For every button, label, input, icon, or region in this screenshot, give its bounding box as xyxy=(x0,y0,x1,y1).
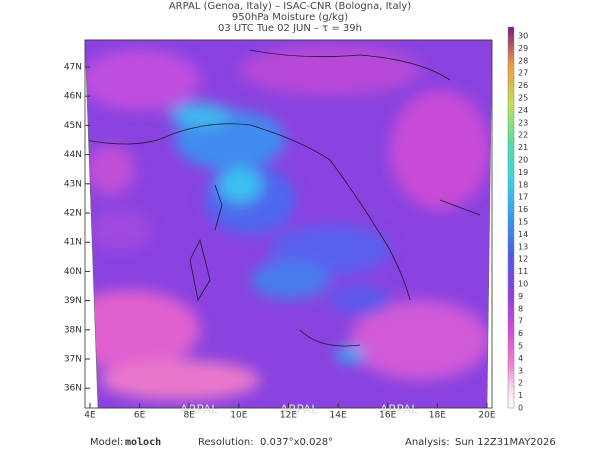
lat-label: 39N xyxy=(64,296,82,306)
lon-label: 8E xyxy=(184,411,196,421)
watermark: ARPAL xyxy=(280,403,318,417)
footer-label: Model: xyxy=(90,437,123,448)
lon-label: 18E xyxy=(429,411,446,421)
colorbar-label: 8 xyxy=(518,304,523,313)
footer-value: Sun 12Z31MAY2026 xyxy=(455,437,556,448)
footer-label: Analysis: xyxy=(405,437,450,448)
colorbar-label: 10 xyxy=(518,280,528,289)
lat-label: 41N xyxy=(64,238,82,248)
lat-label: 37N xyxy=(64,355,82,365)
lon-label: 12E xyxy=(280,411,297,421)
colorbar-label: 1 xyxy=(518,391,523,400)
lon-label: 4E xyxy=(84,411,96,421)
header-line: 950hPa Moisture (g/kg) xyxy=(232,12,348,23)
watermark: ARPAL xyxy=(380,403,418,417)
colorbar-label: 3 xyxy=(518,366,523,375)
lat-label: 47N xyxy=(64,63,82,73)
colorbar-label: 25 xyxy=(518,94,528,103)
colorbar-label: 11 xyxy=(518,267,528,276)
colorbar-label: 12 xyxy=(518,255,528,264)
colorbar-label: 4 xyxy=(518,354,523,363)
colorbar-label: 15 xyxy=(518,218,528,227)
colorbar-label: 22 xyxy=(518,131,528,140)
colorbar-label: 18 xyxy=(518,180,528,189)
lat-label: 42N xyxy=(64,209,82,219)
colorbar-label: 9 xyxy=(518,292,523,301)
lat-label: 36N xyxy=(64,384,82,394)
colorbar-label: 29 xyxy=(518,44,528,53)
colorbar-label: 0 xyxy=(518,404,523,413)
colorbar-label: 19 xyxy=(518,168,528,177)
lat-label: 43N xyxy=(64,179,82,189)
colorbar-label: 30 xyxy=(518,32,528,41)
lon-label: 14E xyxy=(330,411,347,421)
lat-label: 45N xyxy=(64,121,82,131)
colorbar-label: 6 xyxy=(518,329,523,338)
colorbar-label: 27 xyxy=(518,69,528,78)
footer-label: Resolution: xyxy=(198,437,254,448)
moisture-field xyxy=(85,40,492,408)
colorbar-label: 24 xyxy=(518,106,528,115)
colorbar-label: 21 xyxy=(518,143,528,152)
colorbar-label: 5 xyxy=(518,342,523,351)
colorbar-label: 14 xyxy=(518,230,528,239)
colorbar-label: 7 xyxy=(518,317,523,326)
colorbar-label: 26 xyxy=(518,81,528,90)
lon-label: 16E xyxy=(379,411,396,421)
colorbar xyxy=(507,26,515,409)
lat-label: 46N xyxy=(64,92,82,102)
colorbar-label: 16 xyxy=(518,205,528,214)
footer-value: moloch xyxy=(125,437,161,448)
footer-value: 0.037°x0.028° xyxy=(260,437,333,448)
lon-label: 20E xyxy=(478,411,495,421)
colorbar-label: 20 xyxy=(518,156,528,165)
colorbar-label: 28 xyxy=(518,56,528,65)
colorbar-label: 2 xyxy=(518,379,523,388)
lat-label: 40N xyxy=(64,267,82,277)
lon-label: 10E xyxy=(230,411,247,421)
lat-label: 44N xyxy=(64,150,82,160)
colorbar-label: 23 xyxy=(518,118,528,127)
header-line: 03 UTC Tue 02 JUN – τ = 39h xyxy=(218,23,362,34)
header-line: ARPAL (Genoa, Italy) – ISAC-CNR (Bologna… xyxy=(169,1,411,12)
lat-label: 38N xyxy=(64,325,82,335)
colorbar-label: 17 xyxy=(518,193,528,202)
lon-label: 6E xyxy=(134,411,146,421)
colorbar-label: 13 xyxy=(518,242,528,251)
